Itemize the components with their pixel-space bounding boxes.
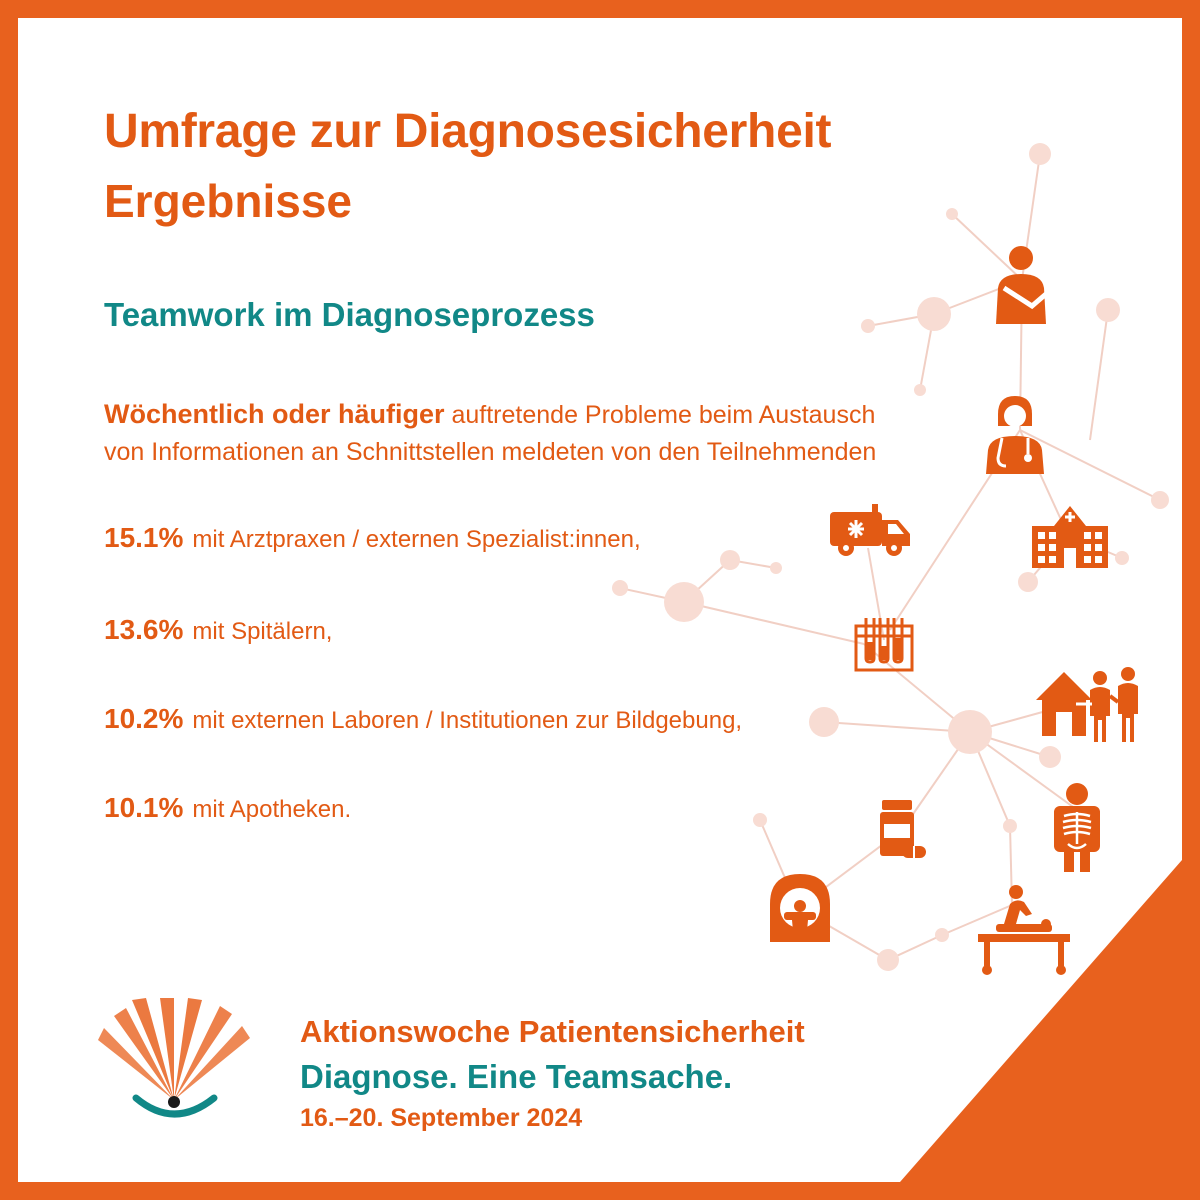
footer-campaign: Aktionswoche Patientensicherheit xyxy=(300,1014,805,1049)
section-heading: Teamwork im Diagnoseprozess xyxy=(104,296,595,333)
footer-dates: 16.–20. September 2024 xyxy=(300,1104,583,1132)
stat-value: 10.1% xyxy=(104,792,184,823)
intro-line-2: von Informationen an Schnittstellen meld… xyxy=(104,438,877,466)
page-title: Umfrage zur Diagnosesicherheit xyxy=(104,105,832,158)
hospital-icon xyxy=(1032,506,1108,568)
stat-label: mit externen Laboren / Institutionen zur… xyxy=(192,707,743,734)
stat-label: mit Spitälern, xyxy=(192,618,333,645)
stat-label: mit Arztpraxen / externen Spezialist:inn… xyxy=(192,526,641,553)
intro-line-1: Wöchentlich oder häufiger auftretende Pr… xyxy=(104,396,876,434)
pill-bottle-icon xyxy=(880,800,926,858)
campaign-logo-icon xyxy=(98,998,250,1118)
footer-slogan: Diagnose. Eine Teamsache. xyxy=(300,1058,733,1095)
stat-value: 10.2% xyxy=(104,703,184,734)
stat-label: mit Apotheken. xyxy=(192,796,352,823)
physiotherapy-bed-icon xyxy=(978,885,1070,975)
page-subtitle: Ergebnisse xyxy=(104,175,352,227)
mri-scanner-icon xyxy=(770,874,830,942)
stat-item: 10.1% mit Apotheken. xyxy=(104,792,351,824)
home-care-icon xyxy=(1036,667,1138,742)
intro-emphasis: Wöchentlich oder häufiger xyxy=(104,399,445,429)
stat-value: 13.6% xyxy=(104,614,184,645)
xray-icon xyxy=(1054,783,1100,872)
intro-line-1-rest: auftretende Probleme beim Austausch xyxy=(451,401,876,429)
doctor-stethoscope-icon xyxy=(986,396,1044,474)
stat-value: 15.1% xyxy=(104,522,184,553)
stat-item: 13.6% mit Spitälern, xyxy=(104,614,332,646)
test-tubes-icon xyxy=(854,618,914,672)
stat-item: 15.1% mit Arztpraxen / externen Spezialis… xyxy=(104,522,641,554)
ambulance-icon xyxy=(830,504,910,556)
white-panel xyxy=(18,18,1182,1182)
patient-arm-sling-icon xyxy=(996,246,1048,324)
stat-item: 10.2% mit externen Laboren / Institutione… xyxy=(104,703,742,735)
intro-text: Wöchentlich oder häufiger auftretende Pr… xyxy=(104,396,876,471)
